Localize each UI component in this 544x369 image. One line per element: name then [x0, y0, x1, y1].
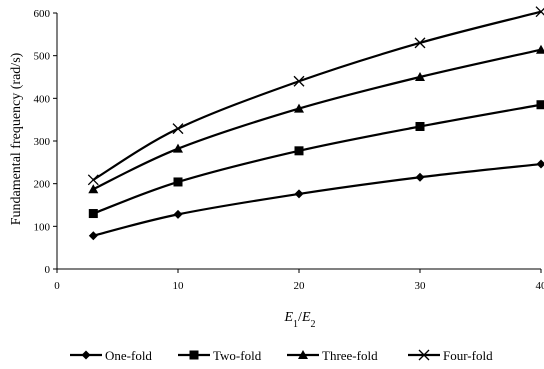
data-point-three-fold: [294, 103, 304, 113]
y-tick-label: 600: [34, 8, 51, 20]
x-tick-label: 30: [415, 280, 427, 292]
y-tick-label: 100: [34, 221, 51, 233]
legend-marker: [418, 349, 430, 361]
data-point-one-fold: [415, 172, 425, 182]
data-point-two-fold: [173, 177, 183, 187]
data-point-one-fold: [294, 189, 304, 199]
data-point-two-fold: [294, 146, 304, 156]
x-axis-title-a: E: [283, 310, 293, 325]
series-line-three-fold: [92, 48, 542, 191]
series-layer: [87, 6, 544, 241]
legend-label: Two-fold: [213, 348, 262, 363]
data-point-three-fold: [88, 184, 99, 194]
data-point-three-fold: [173, 143, 183, 153]
series-three-fold: [88, 44, 544, 194]
data-point-one-fold: [173, 209, 183, 219]
series-two-fold: [88, 100, 544, 219]
data-point-one-fold: [88, 231, 98, 241]
legend-item-one-fold: One-fold: [70, 348, 152, 363]
x-axis-title-b-sub: 2: [311, 319, 316, 330]
legend-label: Three-fold: [322, 348, 378, 363]
y-tick-label: 400: [34, 93, 51, 105]
x-axis-title-b: E: [301, 310, 311, 325]
series-four-fold: [87, 6, 544, 186]
y-tick-label: 0: [45, 264, 51, 276]
data-point-two-fold: [88, 209, 98, 219]
y-tick-label: 500: [34, 51, 51, 63]
legend-marker: [189, 350, 199, 360]
data-point-four-fold: [172, 123, 184, 135]
data-point-four-fold: [414, 37, 426, 49]
data-point-two-fold: [415, 121, 425, 131]
x-axis-title: E1/E2: [283, 310, 315, 330]
legend-label: One-fold: [105, 348, 152, 363]
series-line-four-fold: [92, 10, 542, 181]
data-point-one-fold: [536, 159, 544, 169]
x-axis-title-a-sub: 1: [293, 319, 298, 330]
y-axis-title: Fundamental frequency (rad/s): [9, 52, 24, 225]
data-point-four-fold: [87, 174, 99, 186]
legend-item-two-fold: Two-fold: [178, 348, 262, 363]
data-point-three-fold: [415, 72, 425, 81]
series-line-two-fold: [92, 103, 542, 215]
series-one-fold: [88, 159, 544, 241]
legend-marker: [298, 350, 308, 359]
x-tick-label: 10: [173, 280, 185, 292]
legend-item-three-fold: Three-fold: [287, 348, 378, 363]
data-point-three-fold: [536, 44, 544, 54]
legend-label: Four-fold: [443, 348, 493, 363]
legend-item-four-fold: Four-fold: [408, 348, 493, 363]
data-point-four-fold: [535, 6, 544, 18]
x-tick-label: 0: [54, 280, 60, 292]
data-point-four-fold: [293, 75, 305, 87]
y-tick-label: 200: [34, 179, 51, 191]
x-tick-label: 40: [536, 280, 544, 292]
legend-marker: [81, 350, 91, 360]
axes: 0 100 200 300 400 500 600 0 10 20 30 40: [34, 8, 544, 292]
y-tick-label: 300: [34, 136, 51, 148]
x-tick-label: 20: [294, 280, 306, 292]
data-point-two-fold: [536, 100, 544, 110]
x-axis-title-sep: /: [298, 310, 302, 325]
series-line-one-fold: [93, 162, 542, 237]
legend: One-fold Two-fold Three-fold Four-fold: [70, 348, 493, 363]
